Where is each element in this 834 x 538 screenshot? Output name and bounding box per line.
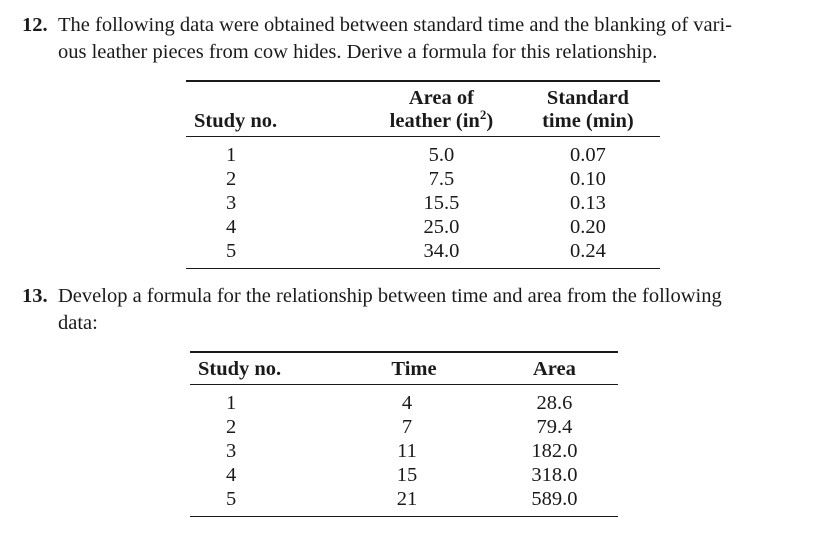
cell-time: 0.24: [570, 240, 606, 262]
cell-study: 4: [226, 216, 237, 238]
cell-study: 1: [226, 144, 237, 166]
table-row: 4 15 318.0: [190, 463, 618, 487]
cell-time: 0.20: [570, 216, 606, 238]
cell-area: 15.5: [423, 192, 460, 214]
time-area-table: Study no. Time Area 1 4 28.6 2 7 79.4 3 …: [190, 351, 618, 517]
header-area-of-leather: Area of leather (in2): [367, 81, 516, 137]
problem-12-line-1: 12. The following data were obtained betw…: [22, 12, 812, 39]
cell-area: 79.4: [536, 416, 573, 438]
cell-study: 3: [226, 192, 237, 214]
problem-12-text-1: The following data were obtained between…: [58, 14, 732, 36]
table-row: 3 15.5 0.13: [186, 191, 660, 215]
table-row: 3 11 182.0: [190, 439, 618, 463]
cell-area: 34.0: [423, 240, 460, 262]
table-row: 5 34.0 0.24: [186, 239, 660, 269]
cell-study: 4: [226, 464, 237, 486]
table-row: 2 7.5 0.10: [186, 167, 660, 191]
cell-area: 25.0: [423, 216, 460, 238]
table-row: 5 21 589.0: [190, 487, 618, 517]
header-area-superscript: 2: [479, 107, 487, 123]
cell-area: 182.0: [531, 440, 578, 462]
problem-13-line-1: 13. Develop a formula for the relationshi…: [22, 283, 812, 310]
header-area-close: ): [486, 110, 494, 132]
header-area-line-2: leather (in: [389, 110, 480, 132]
header-study-no: Study no.: [194, 110, 278, 132]
header-time: Time: [391, 358, 437, 380]
problem-12-text-2: ous leather pieces from cow hides. Deriv…: [58, 41, 658, 63]
cell-area: 589.0: [531, 488, 578, 510]
cell-study: 3: [226, 440, 237, 462]
header-study-no: Study no.: [198, 358, 282, 380]
cell-time: 0.13: [570, 192, 606, 214]
problem-13: 13. Develop a formula for the relationshi…: [22, 283, 812, 337]
table-row: 1 5.0 0.07: [186, 137, 660, 168]
problem-12: 12. The following data were obtained betw…: [22, 12, 812, 66]
cell-study: 2: [226, 416, 237, 438]
problem-12-number: 12.: [22, 14, 48, 36]
cell-study: 2: [226, 168, 237, 190]
cell-study: 5: [226, 488, 237, 510]
table-header-row: Study no. Area of leather (in2) Standard…: [186, 81, 660, 137]
header-standard-time: Standard time (min): [516, 81, 660, 137]
cell-time: 7: [401, 416, 413, 438]
cell-study: 1: [226, 392, 237, 414]
cell-area: 7.5: [428, 168, 455, 190]
table-header-row: Study no. Time Area: [190, 352, 618, 385]
problem-13-number: 13.: [22, 285, 48, 307]
cell-time: 0.07: [570, 144, 606, 166]
table-row: 2 7 79.4: [190, 415, 618, 439]
cell-time: 0.10: [570, 168, 606, 190]
header-time-line-1: Standard: [546, 87, 629, 109]
cell-time: 4: [401, 392, 413, 414]
cell-area: 318.0: [531, 464, 578, 486]
problem-13-text-2: data:: [58, 312, 98, 334]
cell-study: 5: [226, 240, 237, 262]
header-time-line-2: time (min): [542, 110, 634, 132]
header-area: Area: [532, 358, 576, 380]
cell-area: 5.0: [428, 144, 455, 166]
leather-time-table: Study no. Area of leather (in2) Standard…: [186, 80, 660, 269]
problem-13-text-1: Develop a formula for the relationship b…: [58, 285, 722, 307]
table-row: 4 25.0 0.20: [186, 215, 660, 239]
header-area-line-1: Area of: [408, 87, 474, 109]
cell-area: 28.6: [536, 392, 573, 414]
table-row: 1 4 28.6: [190, 385, 618, 416]
cell-time: 21: [396, 488, 418, 510]
cell-time: 11: [397, 440, 417, 462]
cell-time: 15: [396, 464, 418, 486]
